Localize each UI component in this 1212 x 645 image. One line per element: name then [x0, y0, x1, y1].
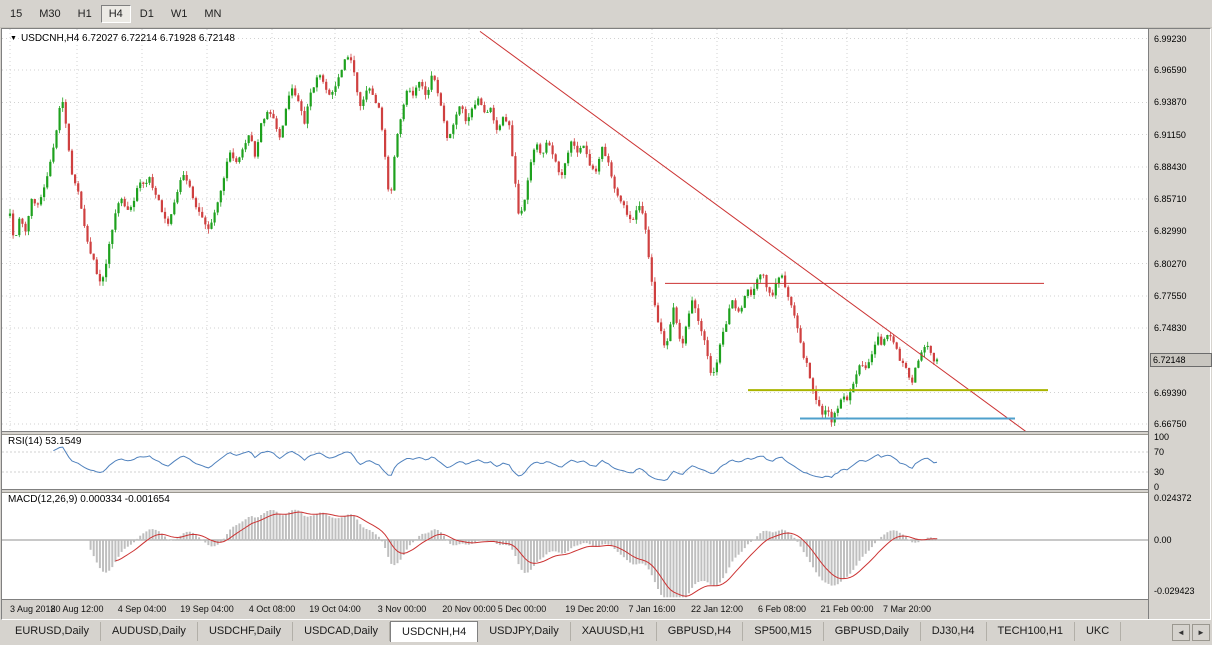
- macd-canvas[interactable]: [2, 493, 1148, 599]
- price-axis: 6.99230 6.96590 6.93870 6.91150 6.88430 6.857…: [1148, 29, 1212, 619]
- rsi-tick-label: 100: [1154, 432, 1170, 442]
- macd-label: MACD(12,26,9) 0.000334 -0.001654: [8, 494, 170, 505]
- rsi-tick-label: 30: [1154, 467, 1165, 477]
- chart-tab-tech100-h1[interactable]: TECH100,H1: [987, 622, 1075, 641]
- price-tick-label: 6.66750: [1154, 418, 1187, 429]
- current-price-badge: 6.72148: [1150, 352, 1212, 367]
- chart-tab-gbpusd-daily[interactable]: GBPUSD,Daily: [824, 622, 921, 641]
- price-tick-label: 6.69390: [1154, 387, 1187, 398]
- price-tick-label: 6.80270: [1154, 258, 1187, 269]
- chart-tab-usdcad-daily[interactable]: USDCAD,Daily: [293, 622, 391, 641]
- chart-tab-xauusd-h1[interactable]: XAUUSD,H1: [571, 622, 657, 641]
- date-tick-label: 22 Jan 12:00: [690, 604, 744, 614]
- chart-tab-audusd-daily[interactable]: AUDUSD,Daily: [101, 622, 198, 641]
- chart-tab-eurusd-daily[interactable]: EURUSD,Daily: [4, 622, 101, 641]
- date-tick-label: 20 Aug 12:00: [50, 604, 104, 614]
- chart-tab-usdjpy-daily[interactable]: USDJPY,Daily: [478, 622, 571, 641]
- date-tick-label: 6 Feb 08:00: [757, 604, 807, 614]
- price-tick-label: 6.74830: [1154, 323, 1187, 334]
- price-tick-label: 6.96590: [1154, 65, 1187, 76]
- timeframe-button-d1[interactable]: D1: [139, 7, 154, 20]
- chart-tabs-bar: EURUSD,Daily AUDUSD,Daily USDCHF,Daily USDC…: [0, 620, 1212, 645]
- tab-scroll-left-icon[interactable]: ◄: [1172, 624, 1190, 641]
- chart-tab-usdcnh-h4[interactable]: USDCNH,H4: [390, 621, 479, 642]
- macd-tick-label: -0.029423: [1154, 585, 1195, 596]
- price-tick-label: 6.88430: [1154, 161, 1187, 172]
- chart-tab-dj30-h4[interactable]: DJ30,H4: [921, 622, 987, 641]
- date-tick-label: 4 Oct 08:00: [248, 604, 296, 614]
- price-tick-label: 6.77550: [1154, 290, 1187, 301]
- rsi-canvas[interactable]: [2, 435, 1148, 489]
- timeframe-button-mn[interactable]: MN: [204, 7, 222, 20]
- price-tick-label: 6.91150: [1154, 129, 1186, 140]
- date-tick-label: 19 Oct 04:00: [309, 604, 361, 614]
- chart-tab-sp500-m15[interactable]: SP500,M15: [743, 622, 824, 641]
- timeframe-toolbar: 15 M30 H1 H4 D1 W1 MN: [0, 0, 1212, 28]
- rsi-tick-label: 70: [1154, 447, 1165, 457]
- chart-tab-usdchf-daily[interactable]: USDCHF,Daily: [198, 622, 294, 641]
- rsi-tick-label: 0: [1154, 482, 1160, 492]
- chart-dropdown-icon[interactable]: ▼: [10, 35, 17, 42]
- date-tick-label: 3 Nov 00:00: [377, 604, 427, 614]
- chart-ohlc-title: ▼ USDCNH,H4 6.72027 6.72214 6.71928 6.721…: [10, 33, 235, 44]
- timeframe-button-m30[interactable]: M30: [39, 7, 61, 20]
- date-tick-label: 3 Aug 2018: [10, 604, 56, 614]
- rsi-label: RSI(14) 53.1549: [8, 436, 82, 447]
- date-tick-label: 21 Feb 00:00: [820, 604, 874, 614]
- date-tick-label: 5 Dec 00:00: [497, 604, 547, 614]
- time-axis: 3 Aug 2018 20 Aug 12:00 4 Sep 04:00 19 Sep …: [2, 599, 1210, 619]
- tab-scroll-right-icon[interactable]: ►: [1192, 624, 1210, 641]
- chart-window: ▼ USDCNH,H4 6.72027 6.72214 6.71928 6.721…: [1, 28, 1212, 620]
- date-tick-label: 19 Sep 04:00: [180, 604, 234, 614]
- price-tick-label: 6.82990: [1154, 226, 1187, 237]
- timeframe-button-h1[interactable]: H1: [77, 7, 92, 20]
- timeframe-button-w1[interactable]: W1: [170, 7, 188, 20]
- date-tick-label: 19 Dec 20:00: [565, 604, 619, 614]
- price-chart-canvas[interactable]: [2, 29, 1148, 431]
- date-tick-label: 7 Jan 16:00: [628, 604, 676, 614]
- tab-scroll-buttons: ◄ ►: [1169, 624, 1210, 641]
- price-tick-label: 6.85710: [1154, 194, 1187, 205]
- date-tick-label: 20 Nov 00:00: [442, 604, 496, 614]
- chart-tab-gbpusd-h4[interactable]: GBPUSD,H4: [657, 622, 744, 641]
- price-tick-label: 6.99230: [1154, 33, 1187, 44]
- price-tick-label: 6.93870: [1154, 97, 1187, 108]
- panel-splitter[interactable]: [2, 431, 1210, 435]
- chart-title-text: USDCNH,H4 6.72027 6.72214 6.71928 6.7214…: [20, 33, 235, 44]
- macd-tick-label: 0.00: [1154, 535, 1172, 546]
- chart-tab-ukc[interactable]: UKC: [1075, 622, 1122, 641]
- panel-splitter[interactable]: [2, 489, 1210, 493]
- macd-tick-label: 0.024372: [1154, 493, 1192, 504]
- date-tick-label: 7 Mar 20:00: [882, 604, 932, 614]
- date-tick-label: 4 Sep 04:00: [117, 604, 167, 614]
- timeframe-button-h4[interactable]: H4: [100, 4, 131, 23]
- timeframe-button-15[interactable]: 15: [10, 7, 23, 20]
